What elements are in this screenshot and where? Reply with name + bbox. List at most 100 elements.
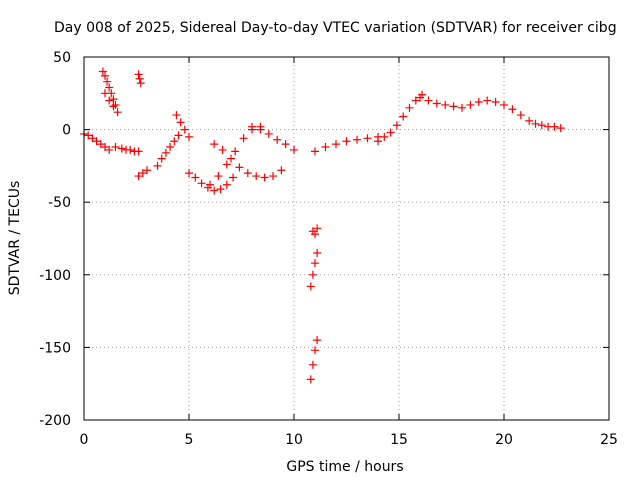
- data-point: [491, 98, 500, 107]
- data-point: [161, 148, 170, 157]
- tick-layer: 0 5 10 15 20 25 -200 -150 -100 -50 0 50: [39, 50, 618, 448]
- series-early-curve: [80, 129, 114, 154]
- data-point: [277, 166, 286, 175]
- series-tail-21-23: [531, 119, 565, 133]
- y-tick-label: -200: [39, 413, 71, 429]
- series-neg-70: [308, 224, 322, 239]
- data-point: [411, 96, 420, 105]
- series-lowband-1: [111, 143, 143, 156]
- y-tick-label: -100: [39, 268, 71, 284]
- x-tick-label: 20: [495, 432, 513, 448]
- data-point: [399, 112, 408, 121]
- y-tick-label: 0: [62, 123, 71, 139]
- x-tick-label: 0: [80, 432, 89, 448]
- data-point: [222, 180, 231, 189]
- data-point: [353, 135, 361, 144]
- y-tick-label: -50: [48, 195, 71, 211]
- data-point: [466, 100, 475, 109]
- grid-layer: [84, 57, 609, 420]
- data-point: [311, 259, 319, 268]
- data-point: [166, 143, 175, 152]
- data-point: [96, 140, 105, 149]
- series-peak-4.5: [172, 111, 193, 141]
- data-point: [103, 77, 112, 86]
- data-point: [332, 140, 340, 149]
- data-point: [243, 169, 252, 178]
- data-point: [109, 102, 118, 111]
- data-point: [311, 230, 319, 239]
- data-point: [311, 147, 319, 156]
- data-points-layer: [80, 67, 565, 384]
- data-point: [313, 249, 322, 258]
- series-cross-b: [210, 140, 286, 182]
- data-point: [216, 185, 225, 194]
- data-point: [508, 105, 517, 114]
- data-point: [105, 96, 114, 105]
- data-point: [101, 89, 109, 98]
- data-point: [474, 98, 483, 107]
- data-point: [306, 375, 315, 384]
- data-point: [458, 103, 466, 112]
- series-neg-95: [306, 249, 322, 291]
- data-point: [363, 134, 372, 143]
- data-point: [101, 71, 109, 80]
- data-point: [229, 173, 238, 182]
- data-point: [392, 121, 401, 130]
- data-point: [134, 172, 143, 181]
- data-point: [180, 125, 189, 134]
- data-point: [313, 224, 322, 233]
- series-mid-flat: [311, 132, 382, 156]
- plot-frame: [83, 56, 610, 421]
- data-point: [531, 119, 540, 128]
- data-point: [424, 96, 433, 105]
- series-hump-16-18: [416, 93, 466, 112]
- y-tick-label: -150: [39, 340, 71, 356]
- data-point: [98, 67, 107, 76]
- data-point: [185, 132, 193, 141]
- data-point: [105, 145, 114, 154]
- data-point: [92, 137, 101, 146]
- series-hump-18-21: [466, 96, 534, 125]
- data-point: [210, 186, 219, 195]
- series-lowband-2: [134, 166, 151, 181]
- data-point: [109, 95, 118, 104]
- x-tick-label: 10: [285, 432, 303, 448]
- data-point: [172, 111, 181, 120]
- data-point: [260, 173, 269, 182]
- data-point: [252, 172, 261, 181]
- data-point: [537, 121, 546, 130]
- data-point: [197, 179, 206, 188]
- data-point: [153, 161, 162, 170]
- data-point: [525, 116, 534, 125]
- data-point: [313, 336, 322, 345]
- data-point: [386, 128, 395, 137]
- data-point: [174, 131, 183, 140]
- data-point: [218, 145, 227, 154]
- data-point: [185, 169, 193, 178]
- data-point: [256, 125, 265, 134]
- data-point: [126, 145, 135, 154]
- data-point: [342, 137, 351, 146]
- data-point: [84, 131, 93, 140]
- data-point: [374, 137, 382, 146]
- data-point: [449, 102, 458, 111]
- data-point: [176, 118, 185, 127]
- data-point: [432, 99, 441, 108]
- data-point: [170, 137, 179, 146]
- data-point: [290, 145, 298, 154]
- data-point: [235, 163, 244, 172]
- data-point: [483, 96, 492, 105]
- data-point: [134, 147, 143, 156]
- data-point: [227, 154, 235, 163]
- x-tick-label: 15: [390, 432, 408, 448]
- data-point: [134, 70, 143, 79]
- data-point: [308, 360, 317, 369]
- data-point: [500, 100, 508, 109]
- data-point: [239, 134, 248, 143]
- data-point: [101, 143, 109, 152]
- series-neg-165: [306, 336, 322, 384]
- data-point: [191, 173, 200, 182]
- data-point: [88, 134, 97, 143]
- data-point: [306, 282, 315, 291]
- series-hump-5-7: [185, 169, 238, 195]
